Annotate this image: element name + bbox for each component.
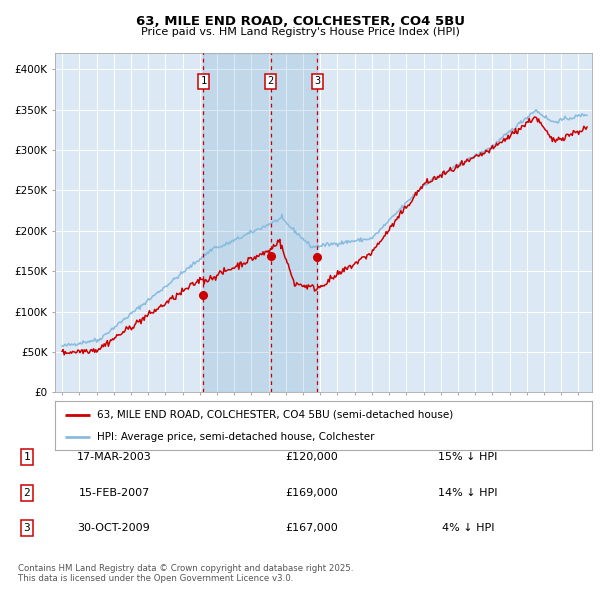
Text: 15% ↓ HPI: 15% ↓ HPI: [439, 453, 497, 462]
Text: £169,000: £169,000: [286, 488, 338, 497]
Text: Contains HM Land Registry data © Crown copyright and database right 2025.
This d: Contains HM Land Registry data © Crown c…: [18, 563, 353, 583]
Text: 63, MILE END ROAD, COLCHESTER, CO4 5BU (semi-detached house): 63, MILE END ROAD, COLCHESTER, CO4 5BU (…: [97, 409, 454, 419]
Text: Price paid vs. HM Land Registry's House Price Index (HPI): Price paid vs. HM Land Registry's House …: [140, 27, 460, 37]
Text: HPI: Average price, semi-detached house, Colchester: HPI: Average price, semi-detached house,…: [97, 432, 374, 442]
Text: 4% ↓ HPI: 4% ↓ HPI: [442, 523, 494, 533]
Text: 2: 2: [268, 76, 274, 86]
Text: 14% ↓ HPI: 14% ↓ HPI: [438, 488, 498, 497]
Text: 17-MAR-2003: 17-MAR-2003: [77, 453, 151, 462]
Text: 3: 3: [23, 523, 31, 533]
Text: 1: 1: [200, 76, 206, 86]
Bar: [203, 53, 317, 392]
Text: 1: 1: [23, 453, 31, 462]
Text: £167,000: £167,000: [286, 523, 338, 533]
Text: 30-OCT-2009: 30-OCT-2009: [77, 523, 151, 533]
Text: 2: 2: [23, 488, 31, 497]
Text: £120,000: £120,000: [286, 453, 338, 462]
Text: 15-FEB-2007: 15-FEB-2007: [79, 488, 149, 497]
Text: 63, MILE END ROAD, COLCHESTER, CO4 5BU: 63, MILE END ROAD, COLCHESTER, CO4 5BU: [136, 15, 464, 28]
Text: 3: 3: [314, 76, 320, 86]
